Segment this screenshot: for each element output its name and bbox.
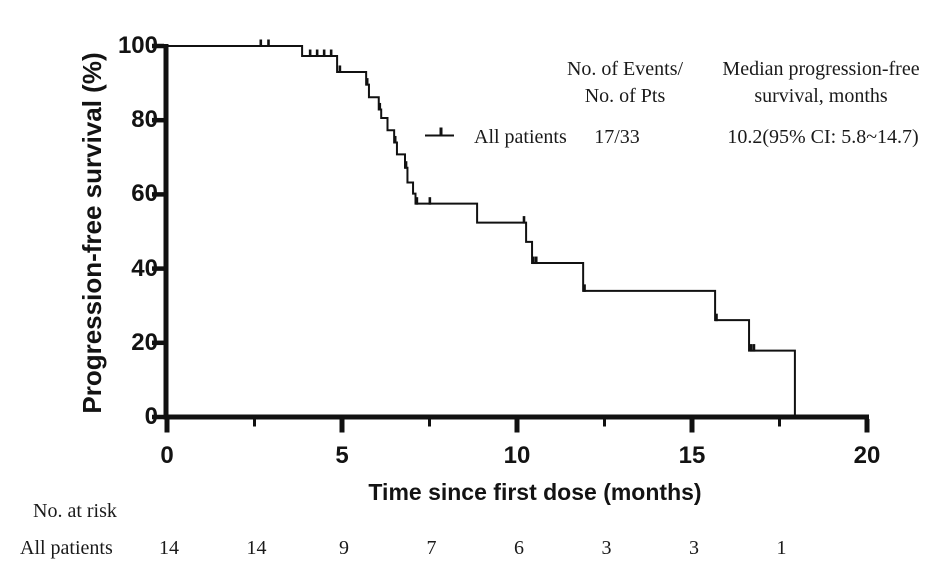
y-tick-label: 100 — [117, 32, 158, 59]
x-tick-label: 20 — [853, 442, 881, 469]
risk-value: 7 — [426, 537, 437, 559]
legend-median-header-line2: survival, months — [754, 85, 888, 107]
risk-value: 3 — [689, 537, 699, 559]
legend-events-header-line1: No. of Events/ — [566, 58, 684, 80]
risk-value: 14 — [246, 537, 267, 559]
y-tick-label: 40 — [131, 254, 158, 282]
legend-events-value: 17/33 — [594, 126, 640, 148]
y-axis-title: Progression-free survival (%) — [77, 52, 107, 414]
legend-median-header-line1: Median progression-free — [722, 58, 920, 80]
risk-value: 6 — [514, 537, 524, 559]
x-axis-title: Time since first dose (months) — [368, 479, 702, 505]
risk-table-title: No. at risk — [33, 500, 117, 522]
legend-median-value: 10.2(95% CI: 5.8~14.7) — [727, 126, 919, 148]
risk-value: 3 — [601, 537, 612, 559]
risk-value: 1 — [776, 537, 787, 559]
legend-series-label: All patients — [474, 126, 567, 148]
risk-value: 14 — [159, 537, 179, 559]
legend-events-header-line2: No. of Pts — [584, 85, 666, 107]
x-tick-label: 5 — [335, 442, 349, 469]
y-tick-label: 20 — [131, 328, 158, 356]
risk-table-row-label: All patients — [20, 537, 113, 559]
x-tick-label: 0 — [160, 442, 174, 469]
risk-value: 9 — [339, 537, 349, 559]
y-tick-label: 60 — [131, 180, 158, 208]
y-tick-label: 0 — [144, 403, 158, 430]
y-tick-label: 80 — [131, 106, 158, 134]
x-tick-label: 10 — [503, 442, 531, 469]
x-tick-label: 15 — [678, 442, 706, 469]
